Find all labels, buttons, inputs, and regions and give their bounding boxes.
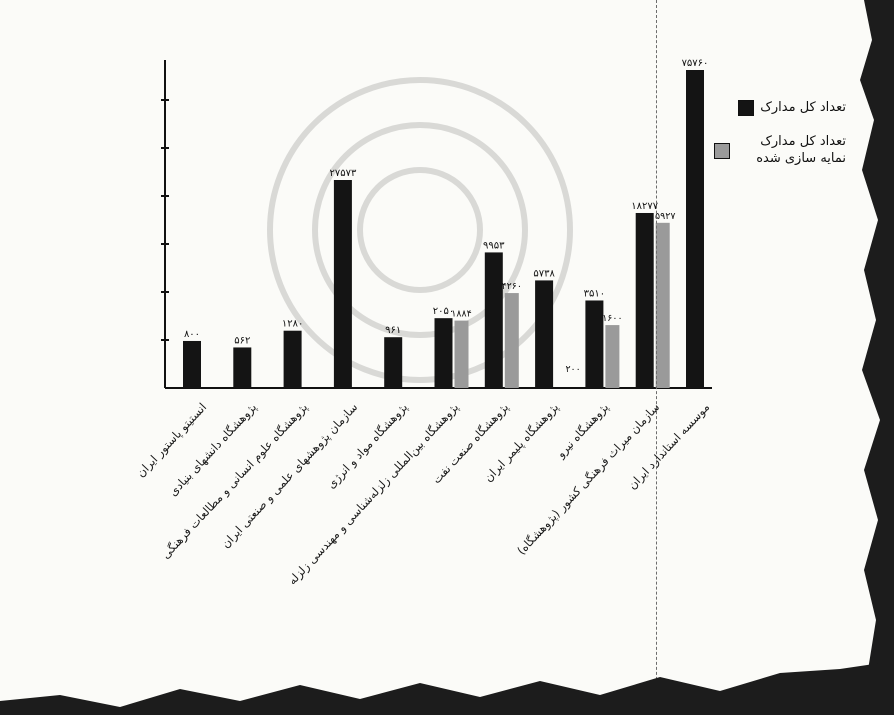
bar-total (233, 347, 252, 388)
bar-total (535, 280, 554, 388)
bar-indexed-label: ۱۸۸۴ (451, 309, 471, 320)
bar-total-label: ۵۷۳۸ (533, 268, 555, 279)
bar-total-label: ۵۶۲ (234, 335, 250, 346)
legend-swatch-total (738, 100, 755, 117)
bar-total (333, 179, 352, 388)
bar-total (283, 330, 302, 388)
bar-total (434, 318, 453, 388)
bar-total-label: ۲۷۵۷۳ (329, 168, 356, 179)
legend-label-total: تعداد کل مدارک (760, 100, 846, 115)
bar-total (183, 340, 201, 388)
bar-total-label: ۱۸۲۷۷ (631, 201, 658, 212)
bar-indexed-label: ۴۲۶۰ (502, 281, 522, 292)
bar-total-label: ۲۰۵۰ (433, 306, 454, 317)
bar-indexed (504, 293, 519, 388)
bar-indexed (454, 320, 469, 388)
bar-total-label: ۳۵۱۰ (584, 288, 605, 299)
bar-total-label: ۹۶۱ (385, 325, 401, 336)
legend-swatch-indexed (714, 142, 730, 159)
legend-item-indexed: تعداد کل مدارک نمایه سازی شده (714, 134, 846, 167)
bar-total-label: ۷۵۷۶۰ (682, 58, 709, 69)
bar-total (585, 300, 604, 388)
torn-edge-right (860, 0, 894, 715)
bar-indexed-label: ۱۵۹۲۷ (650, 211, 676, 222)
bar-indexed-label: ۱۶۰۰ (602, 313, 622, 324)
watermark-rosette (267, 77, 573, 383)
legend: تعداد کل مدارک تعداد کل مدارک نمایه سازی… (714, 100, 846, 185)
fold-line (656, 0, 657, 715)
legend-label-indexed: تعداد کل مدارک نمایه سازی شده (756, 134, 846, 166)
bar-indexed (655, 222, 670, 388)
bar-total-label: ۸۰۰ (184, 329, 200, 340)
torn-edge-bottom (0, 661, 894, 715)
bar-total (686, 70, 704, 388)
bar-total (635, 212, 654, 388)
bar-total (484, 252, 503, 388)
legend-item-total: تعداد کل مدارک (714, 100, 846, 117)
bar-total-label: ۱۲۸۰ (282, 319, 303, 330)
chart-bars (183, 70, 704, 388)
bar-total-label: ۹۹۵۳ (483, 240, 505, 251)
bar-indexed (605, 325, 620, 388)
bar-total (384, 337, 403, 388)
partial-value-label: ۲۰۰ (565, 364, 580, 375)
